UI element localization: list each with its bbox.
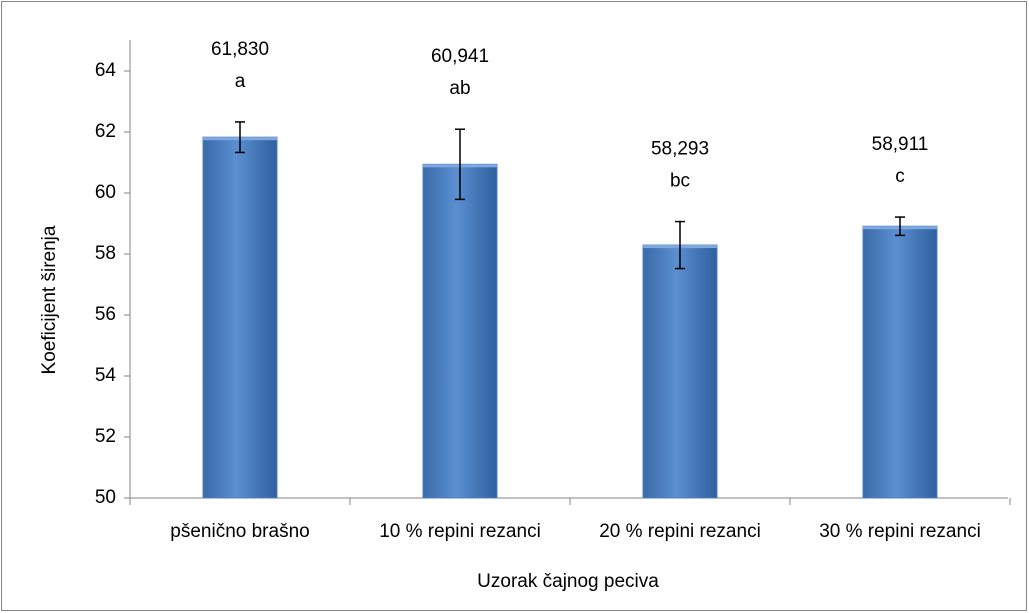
letter-label: c bbox=[895, 166, 905, 187]
bar bbox=[642, 244, 718, 499]
y-tick-label: 62 bbox=[95, 121, 116, 142]
letter-label: ab bbox=[449, 78, 470, 99]
letter-label: bc bbox=[670, 171, 690, 192]
y-axis-label: Koeficijent širenja bbox=[39, 225, 60, 374]
letter-label: a bbox=[235, 71, 246, 92]
y-tick-label: 50 bbox=[95, 487, 116, 508]
bar bbox=[862, 225, 938, 499]
value-label: 58,293 bbox=[651, 139, 709, 160]
x-tick-label: 20 % repini rezanci bbox=[599, 521, 761, 542]
y-tick-label: 58 bbox=[95, 243, 116, 264]
x-tick-label: 30 % repini rezanci bbox=[819, 521, 981, 542]
y-tick-label: 54 bbox=[95, 365, 117, 386]
y-tick-label: 64 bbox=[95, 60, 117, 81]
y-tick-label: 52 bbox=[95, 426, 116, 447]
bar bbox=[422, 163, 498, 499]
value-label: 58,911 bbox=[872, 134, 929, 155]
x-tick-label: 10 % repini rezanci bbox=[379, 521, 541, 542]
y-tick-label: 60 bbox=[95, 182, 116, 203]
x-tick-label: pšenično brašno bbox=[170, 521, 309, 542]
y-tick-label: 56 bbox=[95, 304, 116, 325]
x-axis-label: Uzorak čajnog peciva bbox=[477, 571, 659, 592]
value-label: 61,830 bbox=[211, 39, 269, 60]
bar bbox=[202, 136, 278, 499]
value-label: 60,941 bbox=[431, 46, 489, 67]
